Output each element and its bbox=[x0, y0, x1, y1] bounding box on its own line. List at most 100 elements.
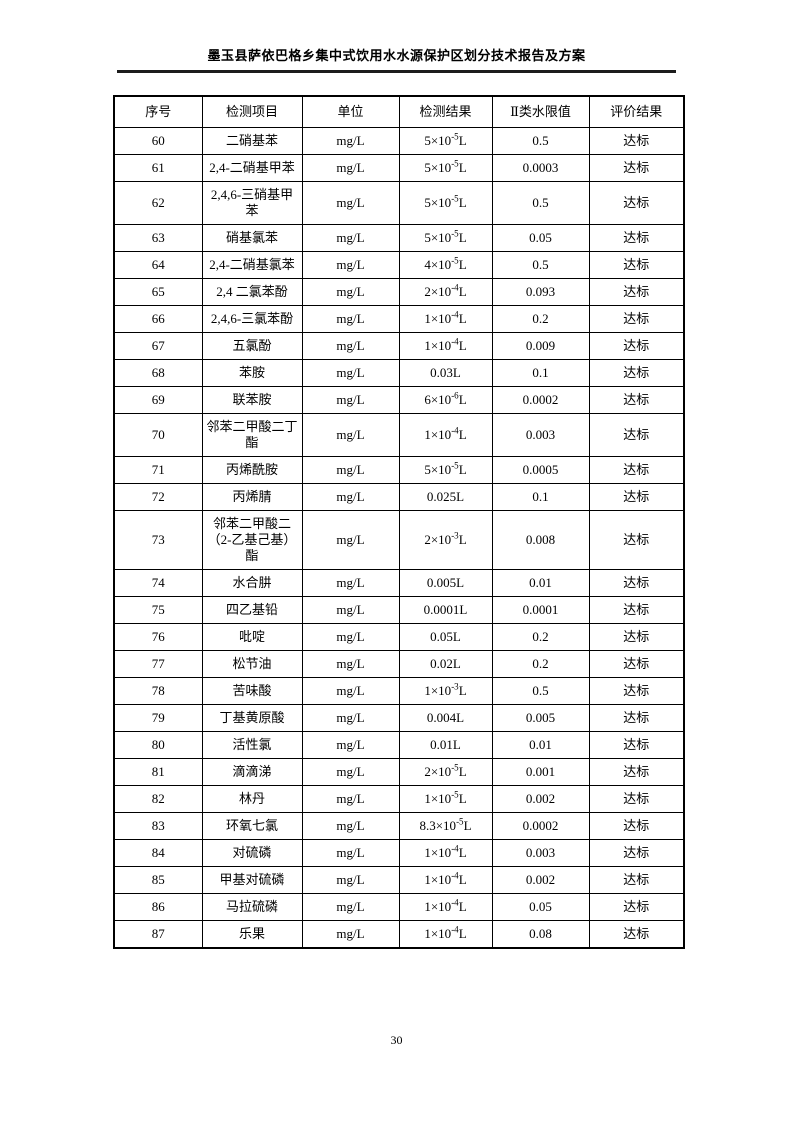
cell-result: 1×10-4L bbox=[398, 866, 493, 894]
cell-limit: 0.002 bbox=[491, 866, 590, 894]
cell-seq: 62 bbox=[113, 181, 203, 225]
cell-seq: 87 bbox=[113, 920, 203, 949]
cell-seq: 64 bbox=[113, 251, 203, 279]
cell-item: 滴滴涕 bbox=[201, 758, 303, 786]
cell-eval: 达标 bbox=[588, 251, 685, 279]
cell-eval: 达标 bbox=[588, 359, 685, 387]
cell-item: 2,4-二硝基氯苯 bbox=[201, 251, 303, 279]
cell-eval: 达标 bbox=[588, 386, 685, 414]
cell-limit: 0.003 bbox=[491, 839, 590, 867]
cell-result: 5×10-5L bbox=[398, 154, 493, 182]
cell-unit: mg/L bbox=[301, 785, 400, 813]
cell-eval: 达标 bbox=[588, 623, 685, 651]
cell-item: 马拉硫磷 bbox=[201, 893, 303, 921]
cell-eval: 达标 bbox=[588, 127, 685, 155]
table-row: 64 2,4-二硝基氯苯 mg/L 4×10-5L 0.5 达标 bbox=[113, 251, 685, 279]
cell-limit: 0.1 bbox=[491, 483, 590, 511]
cell-eval: 达标 bbox=[588, 812, 685, 840]
cell-result: 0.0001L bbox=[398, 596, 493, 624]
table-row: 62 2,4,6-三硝基甲苯 mg/L 5×10-5L 0.5 达标 bbox=[113, 181, 685, 225]
cell-unit: mg/L bbox=[301, 181, 400, 225]
table-row: 70 邻苯二甲酸二丁酯 mg/L 1×10-4L 0.003 达标 bbox=[113, 413, 685, 457]
cell-result: 8.3×10-5L bbox=[398, 812, 493, 840]
table-row: 73 邻苯二甲酸二（2-乙基己基）酯 mg/L 2×10-3L 0.008 达标 bbox=[113, 510, 685, 570]
cell-item: 2,4,6-三氯苯酚 bbox=[201, 305, 303, 333]
cell-item: 丙烯腈 bbox=[201, 483, 303, 511]
table-row: 65 2,4 二氯苯酚 mg/L 2×10-4L 0.093 达标 bbox=[113, 278, 685, 306]
cell-eval: 达标 bbox=[588, 224, 685, 252]
table-row: 69 联苯胺 mg/L 6×10-6L 0.0002 达标 bbox=[113, 386, 685, 414]
cell-limit: 0.01 bbox=[491, 569, 590, 597]
cell-seq: 61 bbox=[113, 154, 203, 182]
cell-item: 联苯胺 bbox=[201, 386, 303, 414]
cell-seq: 84 bbox=[113, 839, 203, 867]
cell-item: 2,4 二氯苯酚 bbox=[201, 278, 303, 306]
table-row: 80 活性氯 mg/L 0.01L 0.01 达标 bbox=[113, 731, 685, 759]
cell-unit: mg/L bbox=[301, 251, 400, 279]
cell-limit: 0.0002 bbox=[491, 386, 590, 414]
cell-result: 0.02L bbox=[398, 650, 493, 678]
cell-result: 1×10-4L bbox=[398, 893, 493, 921]
column-header-unit: 单位 bbox=[301, 95, 400, 128]
cell-seq: 73 bbox=[113, 510, 203, 570]
table-row: 84 对硫磷 mg/L 1×10-4L 0.003 达标 bbox=[113, 839, 685, 867]
cell-unit: mg/L bbox=[301, 839, 400, 867]
cell-result: 1×10-4L bbox=[398, 305, 493, 333]
cell-unit: mg/L bbox=[301, 731, 400, 759]
cell-limit: 0.008 bbox=[491, 510, 590, 570]
cell-eval: 达标 bbox=[588, 920, 685, 949]
table-row: 81 滴滴涕 mg/L 2×10-5L 0.001 达标 bbox=[113, 758, 685, 786]
cell-eval: 达标 bbox=[588, 569, 685, 597]
cell-eval: 达标 bbox=[588, 483, 685, 511]
cell-unit: mg/L bbox=[301, 812, 400, 840]
cell-limit: 0.003 bbox=[491, 413, 590, 457]
cell-unit: mg/L bbox=[301, 596, 400, 624]
cell-item: 邻苯二甲酸二（2-乙基己基）酯 bbox=[201, 510, 303, 570]
table-row: 79 丁基黄原酸 mg/L 0.004L 0.005 达标 bbox=[113, 704, 685, 732]
cell-seq: 63 bbox=[113, 224, 203, 252]
cell-unit: mg/L bbox=[301, 332, 400, 360]
cell-eval: 达标 bbox=[588, 305, 685, 333]
column-header-eval: 评价结果 bbox=[588, 95, 685, 128]
cell-item: 丙烯酰胺 bbox=[201, 456, 303, 484]
cell-result: 5×10-5L bbox=[398, 224, 493, 252]
cell-seq: 85 bbox=[113, 866, 203, 894]
cell-seq: 71 bbox=[113, 456, 203, 484]
table-body: 60 二硝基苯 mg/L 5×10-5L 0.5 达标 61 2,4-二硝基甲苯 mg/L 5×1… bbox=[113, 127, 685, 949]
cell-result: 5×10-5L bbox=[398, 127, 493, 155]
cell-seq: 79 bbox=[113, 704, 203, 732]
cell-limit: 0.5 bbox=[491, 127, 590, 155]
cell-item: 对硫磷 bbox=[201, 839, 303, 867]
cell-eval: 达标 bbox=[588, 413, 685, 457]
cell-seq: 77 bbox=[113, 650, 203, 678]
cell-eval: 达标 bbox=[588, 596, 685, 624]
table-row: 78 苦味酸 mg/L 1×10-3L 0.5 达标 bbox=[113, 677, 685, 705]
cell-eval: 达标 bbox=[588, 332, 685, 360]
cell-unit: mg/L bbox=[301, 224, 400, 252]
table-header-row: 序号 检测项目 单位 检测结果 Ⅱ类水限值 评价结果 bbox=[113, 95, 685, 128]
cell-seq: 68 bbox=[113, 359, 203, 387]
cell-seq: 82 bbox=[113, 785, 203, 813]
table-row: 82 林丹 mg/L 1×10-5L 0.002 达标 bbox=[113, 785, 685, 813]
cell-item: 水合肼 bbox=[201, 569, 303, 597]
cell-result: 0.004L bbox=[398, 704, 493, 732]
cell-result: 1×10-4L bbox=[398, 839, 493, 867]
table-row: 86 马拉硫磷 mg/L 1×10-4L 0.05 达标 bbox=[113, 893, 685, 921]
cell-unit: mg/L bbox=[301, 758, 400, 786]
table-row: 85 甲基对硫磷 mg/L 1×10-4L 0.002 达标 bbox=[113, 866, 685, 894]
table-row: 72 丙烯腈 mg/L 0.025L 0.1 达标 bbox=[113, 483, 685, 511]
cell-limit: 0.2 bbox=[491, 305, 590, 333]
table-row: 66 2,4,6-三氯苯酚 mg/L 1×10-4L 0.2 达标 bbox=[113, 305, 685, 333]
cell-unit: mg/L bbox=[301, 154, 400, 182]
cell-result: 2×10-5L bbox=[398, 758, 493, 786]
cell-item: 2,4,6-三硝基甲苯 bbox=[201, 181, 303, 225]
column-header-result: 检测结果 bbox=[398, 95, 493, 128]
cell-result: 4×10-5L bbox=[398, 251, 493, 279]
cell-eval: 达标 bbox=[588, 677, 685, 705]
cell-result: 0.03L bbox=[398, 359, 493, 387]
cell-item: 2,4-二硝基甲苯 bbox=[201, 154, 303, 182]
table-row: 77 松节油 mg/L 0.02L 0.2 达标 bbox=[113, 650, 685, 678]
cell-item: 四乙基铅 bbox=[201, 596, 303, 624]
cell-unit: mg/L bbox=[301, 456, 400, 484]
cell-seq: 67 bbox=[113, 332, 203, 360]
